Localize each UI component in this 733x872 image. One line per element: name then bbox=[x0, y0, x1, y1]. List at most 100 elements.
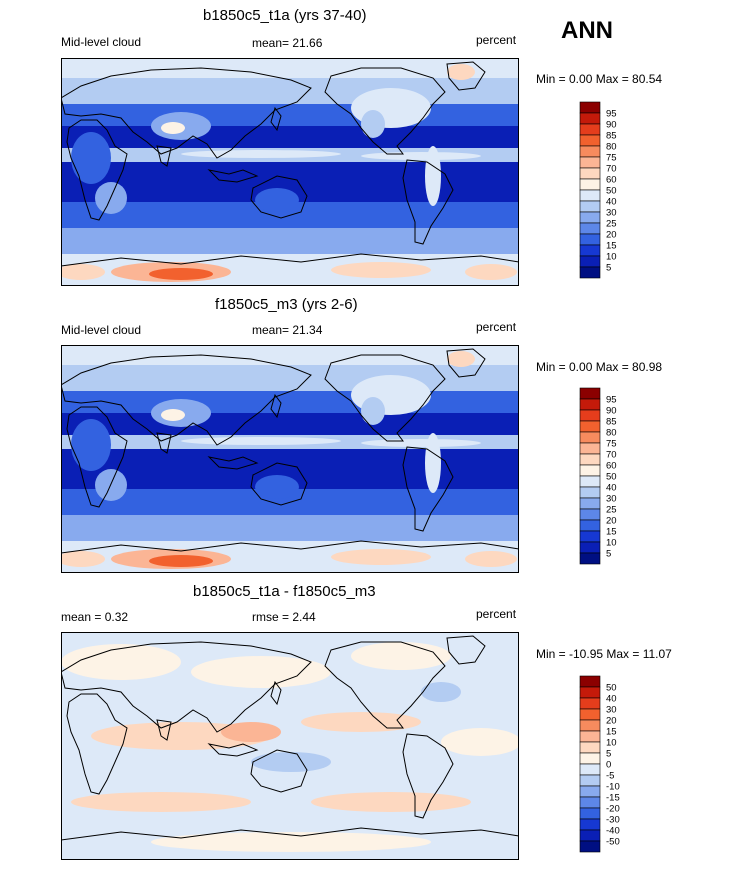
colorbar-swatch bbox=[579, 442, 601, 455]
colorbar-tick-label: 10 bbox=[606, 252, 617, 263]
coastline-path bbox=[61, 540, 519, 573]
coastline-path bbox=[156, 719, 172, 741]
cloud-feature bbox=[161, 122, 185, 134]
map-frame bbox=[61, 58, 519, 286]
colorbar-swatch bbox=[579, 156, 601, 169]
coastline-path bbox=[66, 406, 128, 508]
colorbar-tick-label: -15 bbox=[606, 793, 620, 804]
panel3-colorbar: 50 40 30 20 15 10 5 0 -5 -10 -15 -20 -30 -40 -50 bbox=[579, 675, 620, 856]
season-label: ANN bbox=[561, 17, 613, 44]
colorbar-swatch bbox=[579, 730, 601, 743]
colorbar-swatch bbox=[579, 233, 601, 246]
colorbar-tick-label: 60 bbox=[606, 175, 617, 186]
colorbar-tick-label: 95 bbox=[606, 109, 617, 120]
coastline-path bbox=[324, 641, 446, 729]
colorbar-tick-label: 5 bbox=[606, 549, 611, 560]
cloud-feature bbox=[71, 419, 111, 471]
panel3-rmse-label: rmse = 2.44 bbox=[252, 610, 316, 624]
cloud-feature bbox=[71, 132, 111, 184]
coastline-path bbox=[250, 175, 308, 219]
colorbar-tick-label: 25 bbox=[606, 505, 617, 516]
colorbar-tick-label: 50 bbox=[606, 472, 617, 483]
colorbar-tick-label: -30 bbox=[606, 815, 620, 826]
colorbar-swatch bbox=[579, 189, 601, 202]
colorbar-swatch bbox=[579, 145, 601, 158]
colorbar-swatch bbox=[579, 796, 601, 809]
colorbar-tick-label: 0 bbox=[606, 760, 611, 771]
cloud-band bbox=[61, 345, 519, 365]
colorbar-tick-label: 40 bbox=[606, 483, 617, 494]
cloud-feature bbox=[255, 475, 299, 499]
coastline-path bbox=[61, 67, 312, 159]
cloud-band bbox=[61, 365, 519, 391]
cloud-feature bbox=[161, 409, 185, 421]
cloud-band bbox=[61, 228, 519, 254]
coastline-path bbox=[61, 641, 312, 733]
cloud-band bbox=[61, 78, 519, 104]
colorbar-swatch bbox=[579, 785, 601, 798]
panel2-variable-label: Mid-level cloud bbox=[61, 323, 142, 337]
colorbar-swatch bbox=[579, 541, 601, 554]
colorbar-swatch bbox=[579, 497, 601, 510]
colorbar-swatch bbox=[579, 167, 601, 180]
colorbar-swatch bbox=[579, 244, 601, 257]
cloud-feature bbox=[425, 433, 441, 493]
cloud-feature bbox=[447, 351, 475, 367]
coastline-path bbox=[402, 446, 454, 532]
coastline-path bbox=[270, 393, 282, 419]
colorbar-tick-label: -50 bbox=[606, 837, 620, 848]
colorbar-swatch bbox=[579, 719, 601, 732]
colorbar-swatch bbox=[579, 530, 601, 543]
colorbar-tick-label: 15 bbox=[606, 527, 617, 538]
cloud-feature bbox=[181, 437, 341, 445]
colorbar-swatch bbox=[579, 200, 601, 213]
cloud-feature bbox=[61, 264, 105, 280]
panel1-map bbox=[61, 58, 519, 286]
cloud-band bbox=[61, 104, 519, 126]
cloud-feature bbox=[425, 146, 441, 206]
colorbar-tick-label: 60 bbox=[606, 461, 617, 472]
colorbar-tick-label: 90 bbox=[606, 406, 617, 417]
coastline-path bbox=[61, 354, 312, 446]
diff-feature bbox=[191, 656, 331, 688]
colorbar-tick-label: 50 bbox=[606, 683, 617, 694]
colorbar-tick-label: -40 bbox=[606, 826, 620, 837]
colorbar-swatch bbox=[579, 840, 601, 853]
colorbar-tick-label: 80 bbox=[606, 428, 617, 439]
panel3-difference-field bbox=[61, 632, 519, 860]
panel3-map bbox=[61, 632, 519, 860]
colorbar-swatch bbox=[579, 211, 601, 224]
colorbar-swatch bbox=[579, 675, 601, 688]
colorbar-swatch bbox=[579, 266, 601, 279]
colorbar-tick-label: 80 bbox=[606, 142, 617, 153]
panel1-minmax-label: Min = 0.00 Max = 80.54 bbox=[536, 72, 663, 86]
colorbar-swatch bbox=[579, 486, 601, 499]
panel2-minmax-label: Min = 0.00 Max = 80.98 bbox=[536, 360, 663, 374]
coastline-path bbox=[66, 119, 128, 221]
colorbar-tick-label: 50 bbox=[606, 186, 617, 197]
coastline-path bbox=[207, 456, 259, 470]
colorbar-tick-label: 40 bbox=[606, 197, 617, 208]
coastline-path bbox=[61, 253, 519, 286]
colorbar-swatch bbox=[579, 134, 601, 147]
colorbar-tick-label: 10 bbox=[606, 738, 617, 749]
colorbar-swatch bbox=[579, 807, 601, 820]
colorbar-swatch bbox=[579, 178, 601, 191]
colorbar-swatch bbox=[579, 420, 601, 433]
coastline-path bbox=[402, 733, 454, 819]
colorbar-swatch bbox=[579, 431, 601, 444]
colorbar-swatch bbox=[579, 508, 601, 521]
colorbar-swatch bbox=[579, 255, 601, 268]
panel2-cloud-field bbox=[61, 345, 519, 573]
cloud-band bbox=[61, 413, 519, 435]
colorbar-swatch bbox=[579, 552, 601, 565]
colorbar-swatch bbox=[579, 752, 601, 765]
cloud-band bbox=[61, 515, 519, 541]
cloud-feature bbox=[149, 555, 213, 567]
colorbar-swatch bbox=[579, 387, 601, 400]
panel2-mean-label: mean= 21.34 bbox=[252, 323, 323, 337]
cloud-feature bbox=[331, 549, 431, 565]
